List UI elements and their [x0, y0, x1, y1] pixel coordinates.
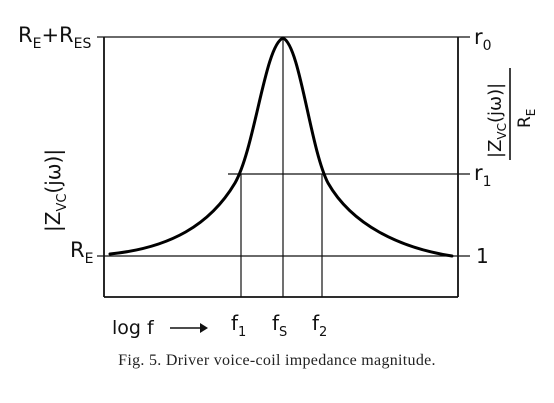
- arrow-icon: [170, 323, 208, 333]
- label-fs: fS: [272, 311, 287, 340]
- label-re-plus-res: RE+RES: [18, 23, 91, 52]
- label-re: RE: [70, 238, 93, 267]
- label-r0: r0: [474, 25, 492, 54]
- label-r1: r1: [474, 161, 492, 190]
- label-f2: f2: [312, 311, 327, 340]
- right-axis-label: |ZVC(jω)| RE: [485, 68, 538, 160]
- left-axis-label: |ZVC(jω)|: [41, 149, 70, 232]
- right-axis-numerator: |ZVC(jω)|: [485, 83, 509, 158]
- label-f1: f1: [231, 311, 246, 340]
- label-one: 1: [476, 244, 489, 268]
- impedance-curve: [108, 36, 454, 258]
- right-axis-denominator: RE: [515, 109, 538, 128]
- x-axis-label: log f: [112, 317, 155, 339]
- figure-caption: Fig. 5. Driver voice-coil impedance magn…: [118, 352, 436, 369]
